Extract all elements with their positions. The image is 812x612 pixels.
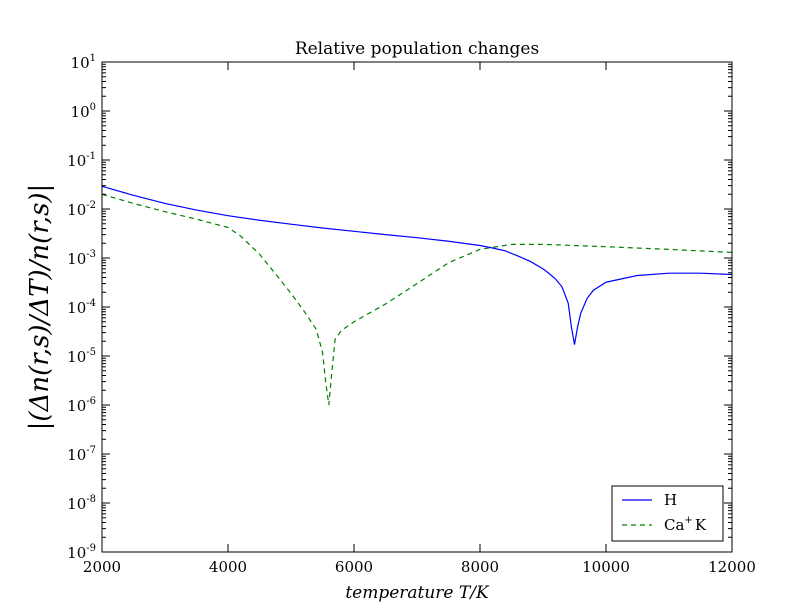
legend-label-h: H [664,491,677,509]
y-tick-label: 100 [71,102,96,121]
plot-lines [101,185,733,406]
y-tick-label: 10-4 [67,298,96,317]
x-tick-label: 10000 [582,558,630,576]
x-tick-label: 12000 [708,558,756,576]
x-tick-label: 8000 [461,558,499,576]
series-line-ca-k [101,193,733,406]
y-tick-label: 10-9 [67,543,96,562]
chart-title: Relative population changes [295,39,539,59]
x-tick-label: 2000 [83,558,121,576]
x-tick-label: 6000 [335,558,373,576]
y-tick-label: 10-7 [67,445,96,464]
legend-box [611,485,724,542]
y-tick-label: 10-1 [67,151,96,170]
y-tick-label: 10-3 [67,249,96,268]
y-tick-label: 10-6 [67,396,96,415]
y-tick-label: 10-8 [67,494,96,513]
y-tick-label: 101 [71,53,96,72]
x-axis: 2000 4000 6000 8000 10000 12000 [83,62,756,576]
y-axis-label: |(Δn(r,s)/ΔT)/n(r,s)| [25,184,55,431]
legend-label-ca-k: Ca+ K [664,515,707,534]
x-tick-label: 4000 [209,558,247,576]
legend: H Ca+ K [611,485,724,542]
x-axis-label: temperature T/K [345,583,490,603]
y-axis: 101 100 10-1 10-2 10-3 10-4 10-5 10-6 10-7 10-8 10… [67,53,732,562]
series-line-h [101,185,733,345]
y-tick-label: 10-5 [67,347,96,366]
y-tick-label: 10-2 [67,200,96,219]
